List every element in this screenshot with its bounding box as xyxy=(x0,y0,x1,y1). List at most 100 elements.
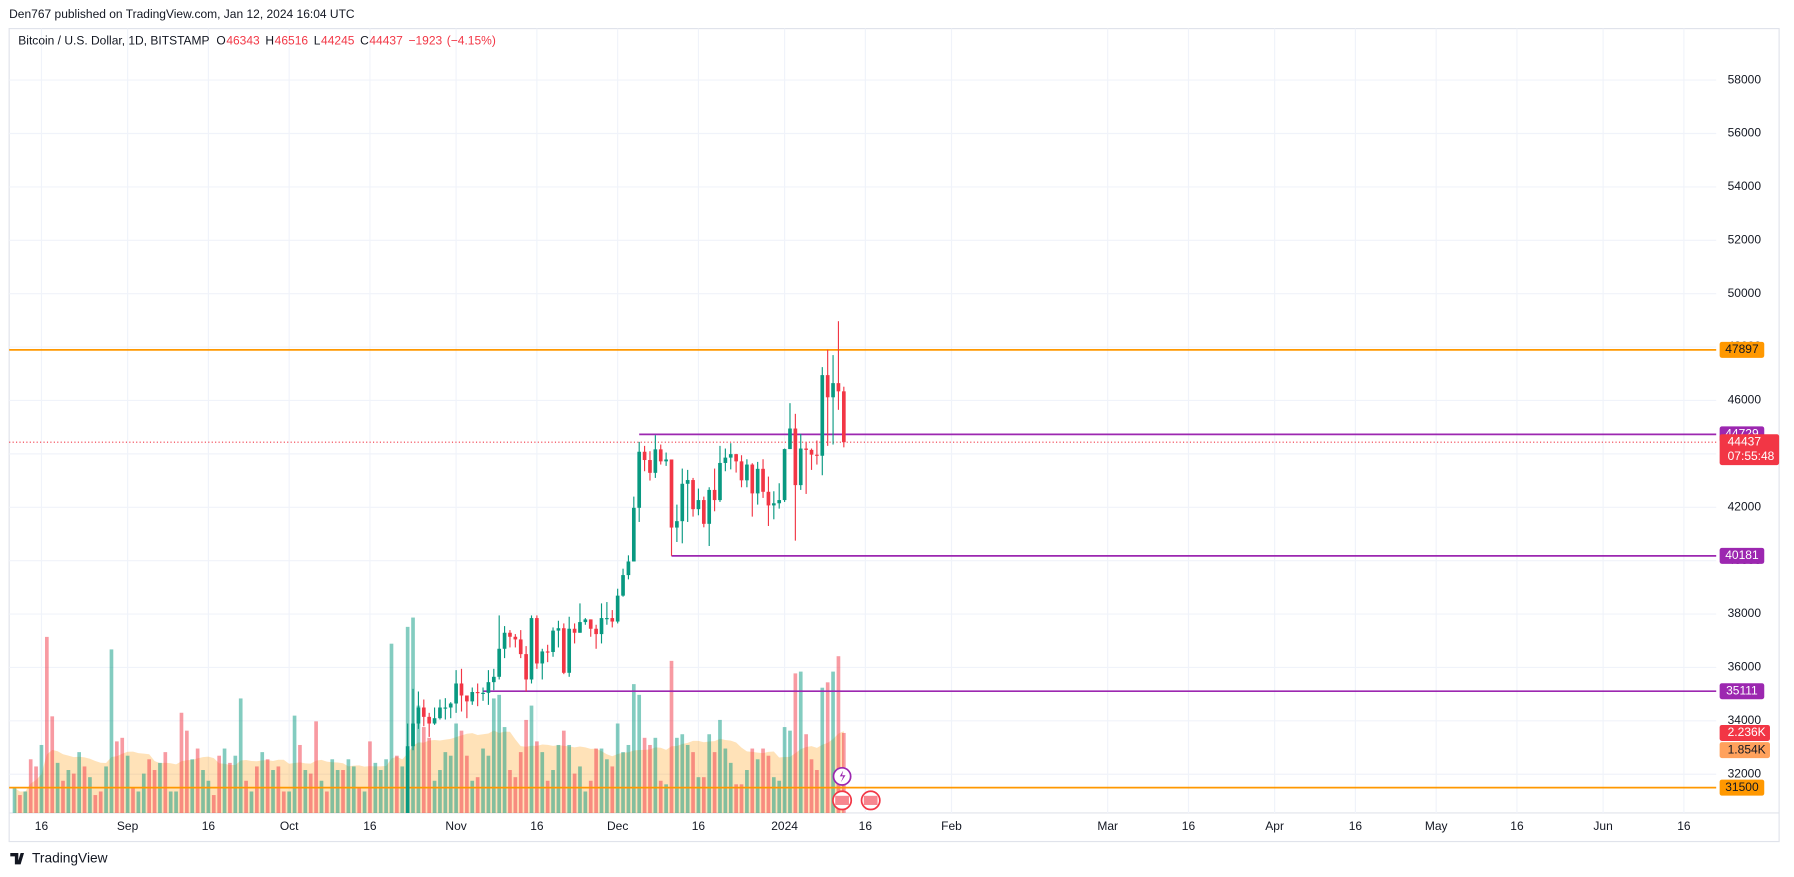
candle-body xyxy=(691,480,695,510)
volume-bar xyxy=(389,643,394,813)
volume-bar xyxy=(551,770,555,813)
x-tick-label: Oct xyxy=(280,819,299,833)
candle-body xyxy=(583,619,588,623)
candle-body xyxy=(755,468,760,494)
candle-body xyxy=(545,651,550,653)
volume-bar xyxy=(578,766,582,813)
volume-bar xyxy=(400,766,405,813)
volume-bar xyxy=(529,705,534,813)
candle-body xyxy=(502,632,507,649)
x-tick-label: Jun xyxy=(1593,819,1612,833)
volume-bar xyxy=(788,730,792,813)
volume-bar xyxy=(421,727,426,813)
volume-bar xyxy=(104,766,108,813)
volume-bar xyxy=(432,780,437,813)
candle-body xyxy=(475,692,480,694)
x-tick-label: Dec xyxy=(607,819,628,833)
volume-bar xyxy=(820,687,825,813)
ohlc-value: 44437 xyxy=(369,33,403,47)
volume-bar xyxy=(443,752,448,813)
volume-bar xyxy=(755,759,760,813)
candle-body xyxy=(561,628,566,673)
candle-body xyxy=(675,521,679,528)
volume-bar xyxy=(481,748,485,813)
candle-body xyxy=(648,460,652,473)
level-label: 31500 xyxy=(1725,780,1759,794)
volume-bar xyxy=(545,780,550,813)
candle-body xyxy=(529,618,534,680)
candle-body xyxy=(556,628,561,631)
countdown-label: 07:55:48 xyxy=(1728,449,1775,463)
volume-bar xyxy=(319,780,324,813)
x-tick-label: 16 xyxy=(1182,819,1196,833)
candle-body xyxy=(669,459,674,528)
candle-body xyxy=(567,628,572,673)
candle-body xyxy=(610,618,615,622)
candle-body xyxy=(578,622,582,633)
volume-bar xyxy=(605,759,609,813)
candle-body xyxy=(491,676,496,683)
volume-bar xyxy=(648,744,652,813)
candle-body xyxy=(443,707,448,709)
volume-bar xyxy=(599,748,604,813)
candle-body xyxy=(664,459,668,462)
volume-bar xyxy=(287,791,292,813)
candle-body xyxy=(626,561,631,576)
candle-body xyxy=(637,451,642,508)
candle-body xyxy=(804,448,808,450)
volume-bar xyxy=(276,766,281,813)
volume-bar xyxy=(427,737,432,813)
x-tick-label: 16 xyxy=(1677,819,1691,833)
candle-body xyxy=(642,451,647,461)
volume-bar xyxy=(131,787,135,813)
candle-body xyxy=(701,500,706,524)
ohlc-value: 44245 xyxy=(321,33,355,47)
volume-bar xyxy=(739,784,744,813)
candle-body xyxy=(680,483,685,522)
volume-bar xyxy=(308,773,313,813)
candle-body xyxy=(793,428,798,486)
volume-bar xyxy=(664,784,668,813)
volume-bar xyxy=(330,759,335,813)
candle-body xyxy=(416,707,421,724)
volume-bar xyxy=(260,752,265,813)
y-tick-label: 32000 xyxy=(1728,766,1762,780)
volume-bar xyxy=(66,770,71,813)
volume-bar xyxy=(303,770,308,813)
level-label-box xyxy=(1719,341,1765,358)
volume-bar xyxy=(368,741,372,813)
volume-bar xyxy=(815,770,819,813)
legend: Bitcoin / U.S. Dollar, 1D, BITSTAMP O 4634… xyxy=(18,33,496,47)
y-tick-label: 56000 xyxy=(1728,126,1762,140)
volume-bar xyxy=(718,719,722,813)
candle-body xyxy=(723,457,728,463)
y-tick-label: 36000 xyxy=(1728,660,1762,674)
volume-bar xyxy=(45,636,49,813)
volume-bar xyxy=(249,791,254,813)
volume-bar xyxy=(292,715,297,813)
volume-bar xyxy=(88,777,92,813)
volume-bar xyxy=(809,759,814,813)
volume-bar xyxy=(185,730,189,813)
candle-body xyxy=(841,391,846,443)
candle-body xyxy=(497,648,502,677)
volume-bar xyxy=(642,737,647,813)
level-label: 35111 xyxy=(1726,683,1758,697)
candle-body xyxy=(518,639,523,655)
candle-body xyxy=(432,718,437,724)
volume-bar xyxy=(691,752,695,813)
x-tick-label: Apr xyxy=(1265,819,1284,833)
x-tick-label: Feb xyxy=(941,819,962,833)
volume-bar xyxy=(723,748,728,813)
candle-body xyxy=(820,375,825,456)
volume-bar xyxy=(680,734,685,813)
volume-bar xyxy=(179,712,184,813)
levels xyxy=(9,348,1717,789)
volume-bar xyxy=(701,777,706,813)
candle-body xyxy=(798,448,803,486)
volume-bar xyxy=(712,752,717,813)
volume-bar xyxy=(465,755,469,813)
volume-bar xyxy=(556,744,561,813)
volume-bar xyxy=(750,748,755,813)
volume-bar xyxy=(734,784,738,813)
